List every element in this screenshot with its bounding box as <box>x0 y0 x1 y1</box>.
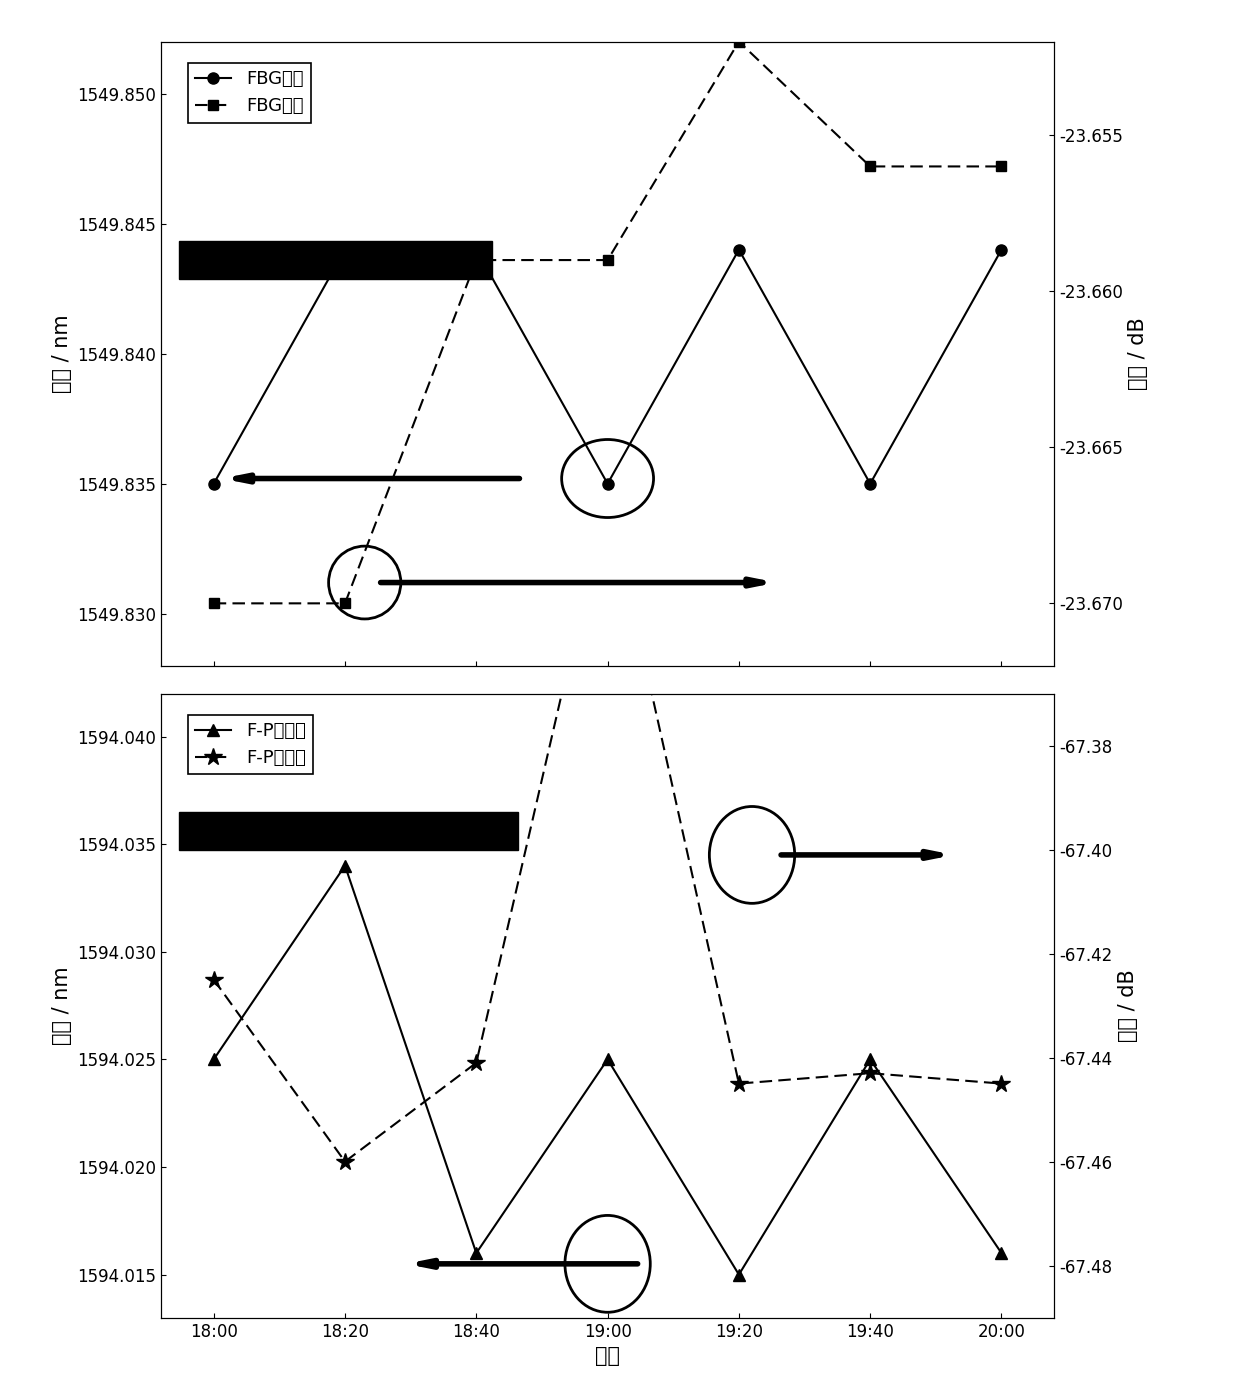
F-P腔功率 <box>863 1065 878 1082</box>
F-P腔波长 <box>732 1266 746 1283</box>
FBG波长 <box>469 241 484 258</box>
F-P腔波长 <box>206 1051 221 1068</box>
Line: F-P腔波长: F-P腔波长 <box>207 860 1008 1280</box>
FBG波长 <box>732 241 746 258</box>
FBG功率 <box>600 252 615 269</box>
FBG波长 <box>863 476 878 492</box>
FBG波长 <box>206 476 221 492</box>
Bar <box>179 813 518 849</box>
FBG波长 <box>994 241 1009 258</box>
FBG功率 <box>994 158 1009 175</box>
FBG功率 <box>337 595 352 612</box>
Y-axis label: 功率 / dB: 功率 / dB <box>1128 318 1148 390</box>
Line: FBG功率: FBG功率 <box>208 36 1007 609</box>
F-P腔功率 <box>600 487 615 503</box>
Legend: FBG波长, FBG功率: FBG波长, FBG功率 <box>188 64 310 122</box>
FBG功率 <box>863 158 878 175</box>
Line: FBG波长: FBG波长 <box>208 244 1007 490</box>
Y-axis label: 波长 / nm: 波长 / nm <box>52 967 72 1044</box>
F-P腔功率 <box>994 1075 1009 1092</box>
FBG功率 <box>732 33 746 50</box>
F-P腔波长 <box>600 1051 615 1068</box>
F-P腔波长 <box>863 1051 878 1068</box>
FBG波长 <box>337 241 352 258</box>
Legend: F-P腔波长, F-P腔功率: F-P腔波长, F-P腔功率 <box>188 716 312 774</box>
FBG波长 <box>600 476 615 492</box>
F-P腔功率 <box>469 1054 484 1071</box>
FBG功率 <box>469 252 484 269</box>
Y-axis label: 功率 / dB: 功率 / dB <box>1117 970 1137 1042</box>
F-P腔波长 <box>337 857 352 874</box>
Y-axis label: 波长 / nm: 波长 / nm <box>52 315 72 393</box>
FBG功率 <box>206 595 221 612</box>
F-P腔功率 <box>732 1075 746 1092</box>
F-P腔波长 <box>994 1244 1009 1261</box>
F-P腔功率 <box>337 1153 352 1169</box>
Bar <box>179 241 491 279</box>
Line: F-P腔功率: F-P腔功率 <box>205 487 1011 1171</box>
X-axis label: 时间: 时间 <box>595 1345 620 1366</box>
F-P腔功率 <box>206 971 221 988</box>
F-P腔波长 <box>469 1244 484 1261</box>
